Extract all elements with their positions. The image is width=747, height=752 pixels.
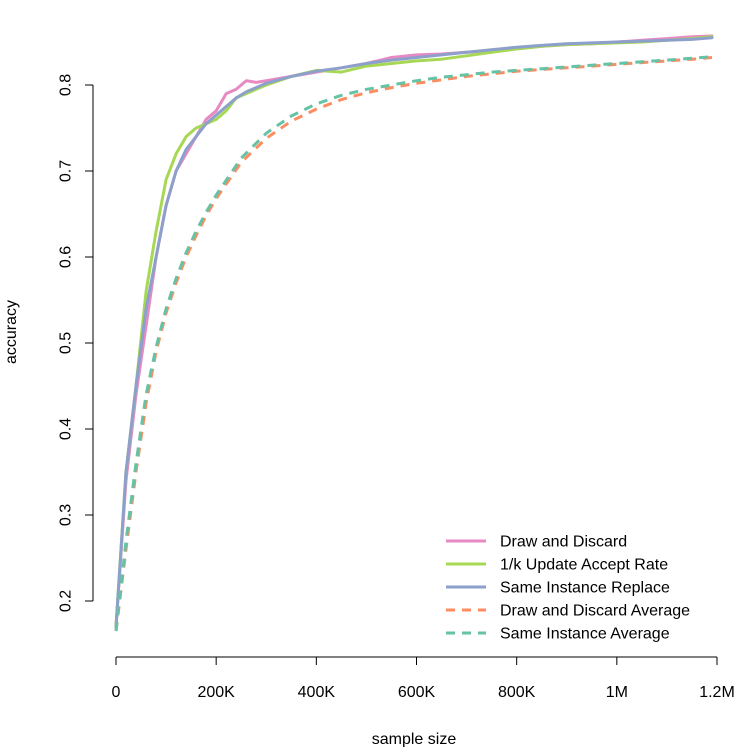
- series-group: [114, 34, 714, 632]
- y-tick-label: 0.7: [58, 160, 75, 182]
- x-tick-label: 1M: [606, 684, 628, 701]
- y-tick-label: 0.2: [58, 590, 75, 612]
- x-axis: 0 200K 400K 600K 800K 1M 1.2M: [112, 656, 735, 701]
- x-tick-label: 0: [112, 684, 121, 701]
- x-tick-label: 800K: [498, 684, 536, 701]
- y-tick-label: 0.8: [58, 74, 75, 96]
- legend-label: Draw and Discard: [500, 534, 627, 551]
- series-line-3: [114, 36, 714, 629]
- legend-label: 1/k Update Accept Rate: [500, 557, 668, 574]
- y-tick-label: 0.4: [58, 418, 75, 440]
- legend: Draw and Discard 1/k Update Accept Rate Sa…: [446, 534, 690, 643]
- y-tick-label: 0.5: [58, 332, 75, 354]
- x-axis-title: sample size: [372, 731, 457, 747]
- y-axis: 0.2 0.3 0.4 0.5 0.6 0.7 0.8: [58, 74, 94, 612]
- legend-label: Draw and Discard Average: [500, 603, 690, 620]
- x-tick-label: 600K: [398, 684, 436, 701]
- x-tick-label: 1.2M: [699, 684, 735, 701]
- x-tick-label: 400K: [298, 684, 336, 701]
- x-tick-label: 200K: [197, 684, 235, 701]
- series-line-5: [114, 55, 713, 632]
- legend-label: Same Instance Replace: [500, 580, 670, 597]
- y-axis-title: accuracy: [3, 300, 20, 364]
- legend-label: Same Instance Average: [500, 626, 670, 643]
- y-tick-label: 0.6: [58, 246, 75, 268]
- y-tick-label: 0.3: [58, 504, 75, 526]
